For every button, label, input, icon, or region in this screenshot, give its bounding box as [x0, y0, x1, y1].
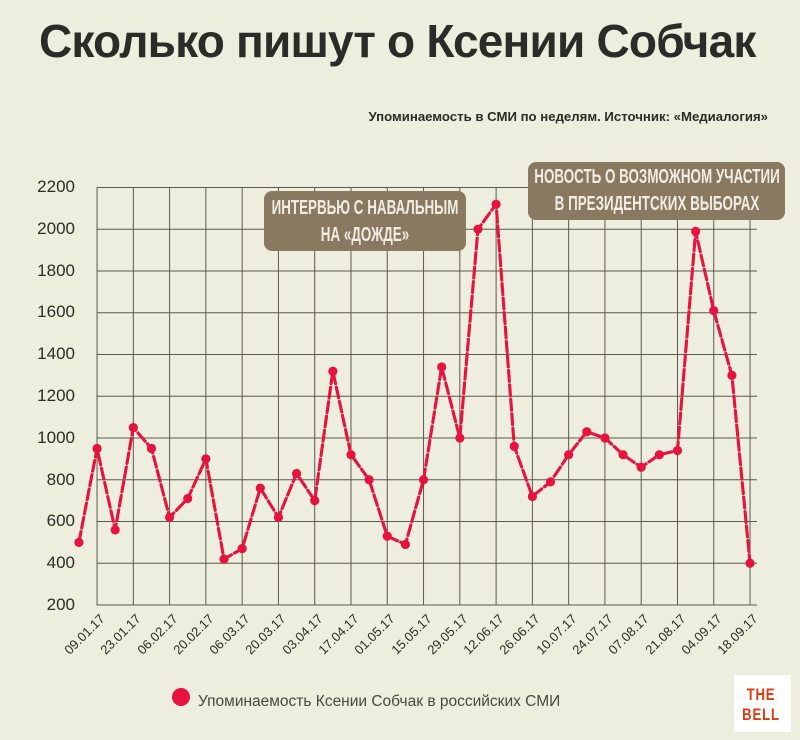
svg-text:BELL: BELL: [742, 706, 780, 725]
svg-text:THE: THE: [747, 686, 776, 705]
